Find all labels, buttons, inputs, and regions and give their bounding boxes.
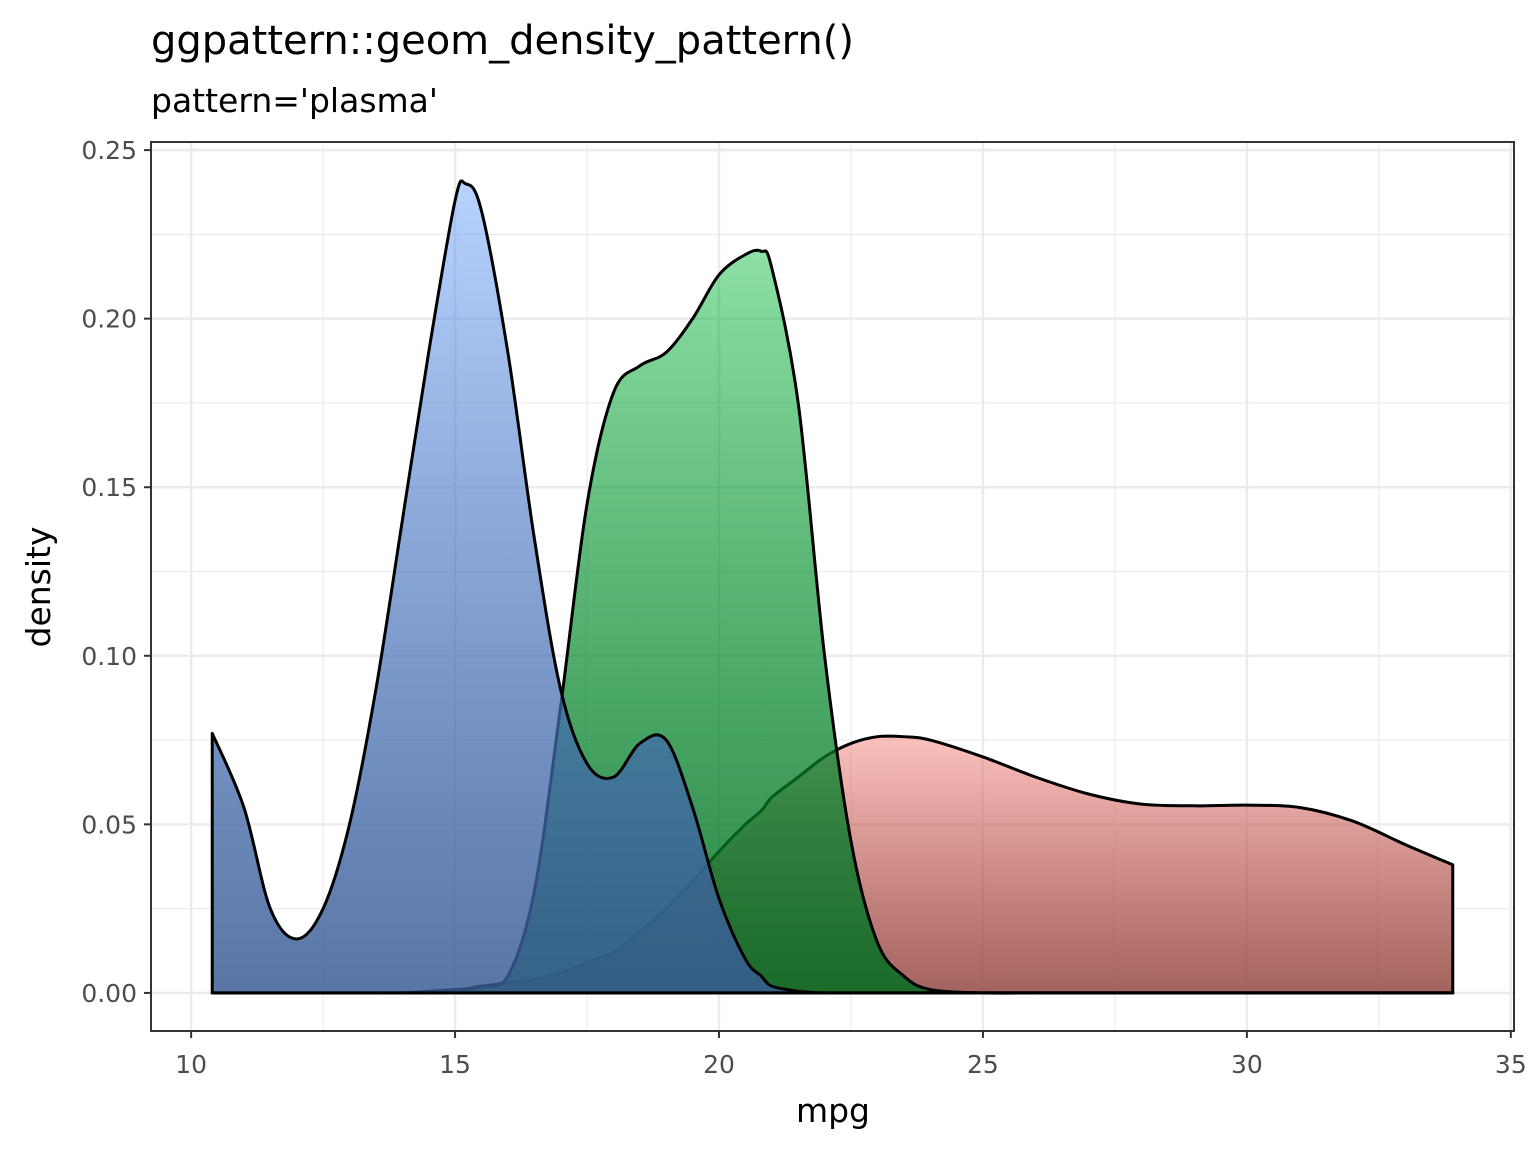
panel-border	[150, 141, 1515, 1032]
chart-subtitle: pattern='plasma'	[151, 81, 438, 120]
x-tick-label: 15	[439, 1050, 471, 1079]
y-tick-label: 0.15	[81, 473, 137, 502]
chart-title: ggpattern::geom_density_pattern()	[151, 18, 854, 64]
x-tick-label: 20	[703, 1050, 735, 1079]
density-outline	[210, 179, 1455, 995]
y-tick-label: 0.25	[81, 136, 137, 165]
y-tick-label: 0.00	[81, 979, 137, 1008]
y-axis-label: density	[19, 527, 58, 648]
density-shade	[212, 250, 1453, 994]
x-tick-label: 30	[1231, 1050, 1263, 1079]
x-axis-label: mpg	[796, 1091, 870, 1130]
y-tick-label: 0.10	[81, 642, 137, 671]
y-tick-label: 0.05	[81, 810, 137, 839]
density-shade	[212, 180, 1453, 994]
y-tick-label: 0.20	[81, 305, 137, 334]
x-tick-label: 35	[1495, 1050, 1527, 1079]
x-tick-label: 10	[175, 1050, 207, 1079]
x-tick-label: 25	[967, 1050, 999, 1079]
